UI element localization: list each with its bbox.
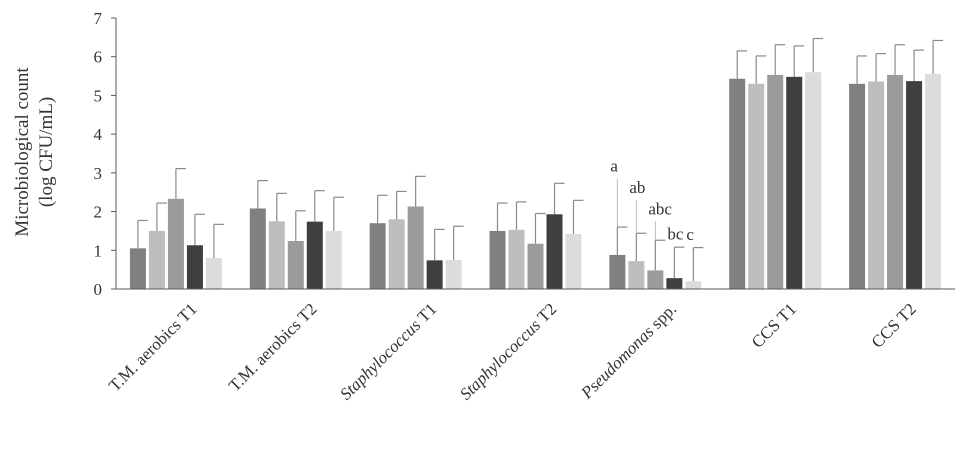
bar xyxy=(849,83,866,289)
bar xyxy=(925,74,942,289)
x-category-label-part: CCS T1 xyxy=(748,299,800,351)
x-category-label: Staphylococcus T2 xyxy=(456,299,560,403)
bar xyxy=(565,234,582,289)
x-axis-category-labels: T.M. aerobics T1 T.M. aerobics T2 Staphylo… xyxy=(105,299,920,403)
y-tick-label: 6 xyxy=(94,48,103,67)
significance-letter: abc xyxy=(648,199,672,218)
y-tick-label: 0 xyxy=(94,280,103,299)
significance-letter: a xyxy=(610,157,618,176)
bar xyxy=(666,278,683,289)
x-category-label: CCS T2 xyxy=(868,299,920,351)
x-category-label-part: Staphylococcus xyxy=(456,315,544,403)
significance-letter: c xyxy=(686,225,694,244)
bar xyxy=(748,83,765,289)
x-category-label: Pseudomonas spp. xyxy=(577,299,681,403)
bar xyxy=(268,221,285,289)
error-bars xyxy=(137,37,944,282)
bar xyxy=(306,221,323,289)
bar xyxy=(148,230,165,289)
bars xyxy=(129,72,942,290)
x-category-label-part: T.M. aerobics T1 xyxy=(105,299,201,395)
bar xyxy=(167,198,184,289)
x-category-label-part: CCS T2 xyxy=(868,299,920,351)
bar xyxy=(369,223,386,289)
axes xyxy=(115,18,955,290)
y-axis-label-line-2: (log CFU/mL) xyxy=(36,97,57,207)
bar xyxy=(129,248,146,289)
bar xyxy=(426,260,443,289)
x-category-label-part: Staphylococcus xyxy=(336,315,424,403)
bar xyxy=(407,206,424,289)
x-category-label-part: Pseudomonas xyxy=(577,322,658,403)
bar xyxy=(887,74,904,289)
x-category-label: T.M. aerobics T1 xyxy=(105,299,201,395)
y-axis-label: Microbiological count (log CFU/mL) xyxy=(12,67,57,237)
x-category-label: Staphylococcus T1 xyxy=(336,299,440,403)
bar xyxy=(249,208,266,289)
x-category-label-part: T.M. aerobics T2 xyxy=(225,299,321,395)
bar xyxy=(868,81,885,290)
x-category-label: T.M. aerobics T2 xyxy=(225,299,321,395)
x-category-label: CCS T1 xyxy=(748,299,800,351)
bar xyxy=(786,76,803,290)
bar xyxy=(685,281,702,289)
y-tick-label: 3 xyxy=(94,164,103,183)
bar xyxy=(527,243,544,289)
bar xyxy=(628,261,645,289)
bar xyxy=(325,230,342,289)
significance-letter: bc xyxy=(667,224,684,243)
bar xyxy=(287,240,304,289)
bar xyxy=(388,219,405,289)
bar xyxy=(609,254,626,289)
bar xyxy=(767,74,784,289)
y-tick-label: 2 xyxy=(94,203,103,222)
y-axis-label-line-1: Microbiological count xyxy=(12,67,33,237)
bar xyxy=(489,230,506,289)
y-tick-label: 1 xyxy=(94,241,103,260)
bar xyxy=(805,72,822,289)
bar xyxy=(906,81,923,290)
bar xyxy=(445,259,462,289)
bar xyxy=(508,229,525,289)
y-tick-label: 7 xyxy=(94,9,103,28)
bar xyxy=(729,78,746,289)
significance-letter: ab xyxy=(629,178,645,197)
bar xyxy=(205,258,222,289)
bar xyxy=(647,270,664,289)
y-tick-label: 4 xyxy=(94,125,103,144)
y-axis-ticks: 0 1 2 3 4 5 6 7 xyxy=(94,9,116,299)
bar xyxy=(186,245,203,289)
bar xyxy=(546,214,563,289)
y-tick-label: 5 xyxy=(94,86,103,105)
